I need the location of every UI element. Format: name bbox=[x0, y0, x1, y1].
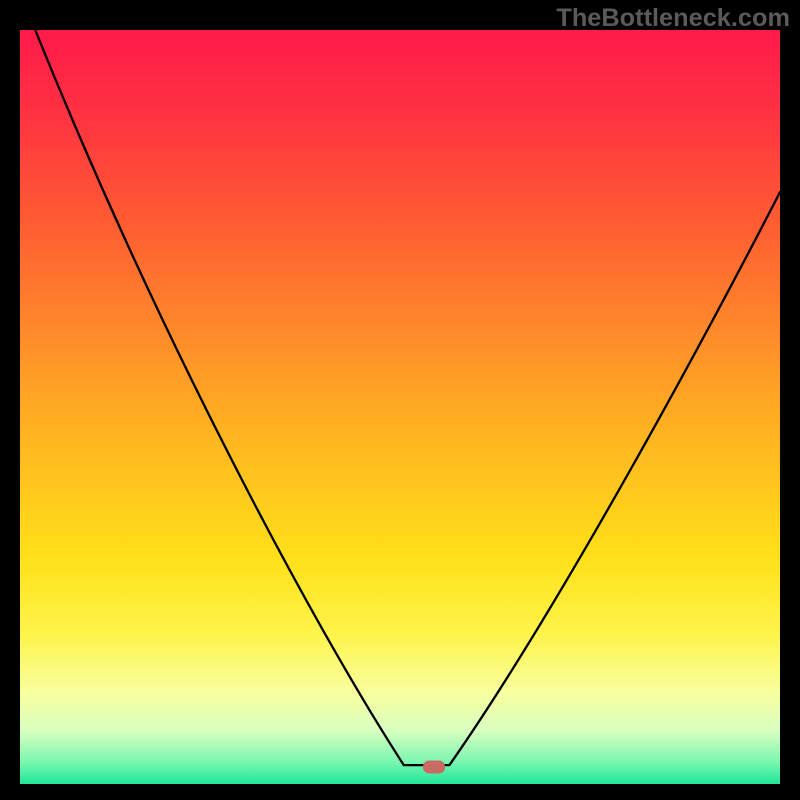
watermark-text: TheBottleneck.com bbox=[556, 4, 790, 33]
minimum-marker bbox=[423, 760, 445, 773]
bottleneck-curve bbox=[35, 30, 780, 765]
chart-container: TheBottleneck.com bbox=[0, 0, 800, 800]
curve-overlay bbox=[20, 30, 780, 784]
plot-area bbox=[20, 30, 780, 784]
